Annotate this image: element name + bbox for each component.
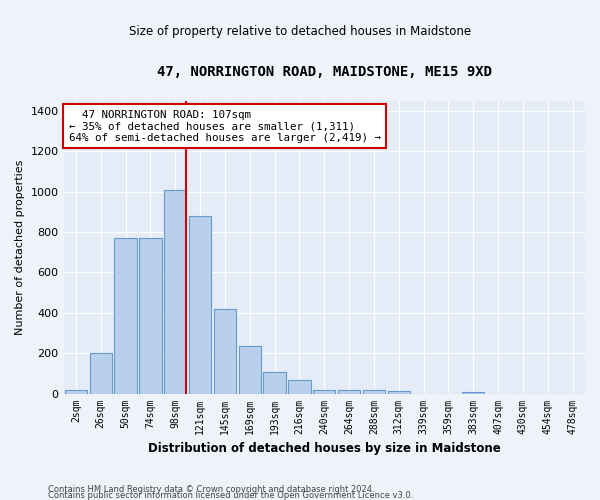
Bar [65, 390, 87, 394]
Bar [239, 346, 261, 394]
Text: Size of property relative to detached houses in Maidstone: Size of property relative to detached ho… [129, 24, 471, 38]
Title: 47, NORRINGTON ROAD, MAIDSTONE, ME15 9XD: 47, NORRINGTON ROAD, MAIDSTONE, ME15 9XD [157, 65, 492, 79]
Bar [388, 391, 410, 394]
Bar [338, 390, 360, 394]
Y-axis label: Number of detached properties: Number of detached properties [15, 160, 25, 335]
Bar [363, 390, 385, 394]
Text: 47 NORRINGTON ROAD: 107sqm
← 35% of detached houses are smaller (1,311)
64% of s: 47 NORRINGTON ROAD: 107sqm ← 35% of deta… [69, 110, 381, 143]
Bar [313, 390, 335, 394]
Bar [288, 380, 311, 394]
Bar [214, 309, 236, 394]
Text: Contains public sector information licensed under the Open Government Licence v3: Contains public sector information licen… [48, 490, 413, 500]
Bar [189, 216, 211, 394]
Text: Contains HM Land Registry data © Crown copyright and database right 2024.: Contains HM Land Registry data © Crown c… [48, 485, 374, 494]
Bar [164, 190, 187, 394]
Bar [115, 238, 137, 394]
Bar [139, 238, 161, 394]
X-axis label: Distribution of detached houses by size in Maidstone: Distribution of detached houses by size … [148, 442, 500, 455]
Bar [462, 392, 484, 394]
Bar [89, 353, 112, 394]
Bar [263, 372, 286, 394]
